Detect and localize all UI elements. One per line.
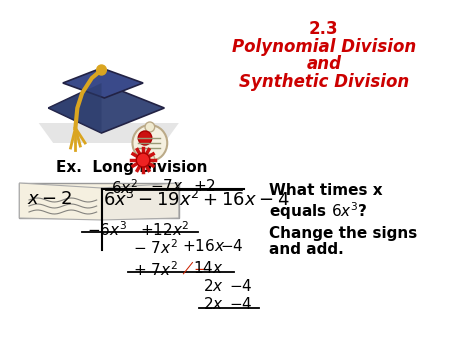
Text: $+ 2$: $+ 2$	[194, 178, 216, 194]
Text: $+16x$: $+16x$	[182, 238, 225, 254]
Circle shape	[132, 125, 167, 161]
Text: Synthetic Division: Synthetic Division	[239, 73, 409, 91]
Polygon shape	[48, 83, 164, 133]
Circle shape	[145, 154, 155, 164]
Text: and: and	[306, 55, 342, 73]
Text: $- 7x$: $- 7x$	[150, 178, 184, 194]
Text: $- 6x^3$: $- 6x^3$	[87, 220, 127, 239]
Circle shape	[97, 65, 106, 75]
Text: $\not{-}$: $\not{-}$	[182, 260, 206, 277]
Text: $- 4$: $- 4$	[220, 238, 244, 254]
Text: $6x^3-19x^2+16x-4$: $6x^3-19x^2+16x-4$	[104, 190, 290, 210]
Text: $- 4$: $- 4$	[229, 278, 253, 294]
Text: $+ 12x^2$: $+ 12x^2$	[140, 220, 190, 239]
Text: Ex.  Long Division: Ex. Long Division	[56, 160, 207, 175]
Polygon shape	[19, 183, 179, 218]
Text: $- 4$: $- 4$	[229, 296, 253, 312]
Text: Change the signs: Change the signs	[269, 226, 417, 241]
Polygon shape	[39, 123, 179, 143]
Text: What times x: What times x	[269, 183, 382, 198]
Circle shape	[145, 122, 155, 132]
Circle shape	[136, 153, 150, 167]
Polygon shape	[19, 183, 102, 220]
Polygon shape	[48, 83, 102, 133]
Text: $2x$: $2x$	[203, 278, 224, 294]
Text: 2.3: 2.3	[309, 20, 339, 38]
Text: $x-2$: $x-2$	[27, 190, 72, 208]
Text: equals $6x^3$?: equals $6x^3$?	[269, 200, 367, 222]
Polygon shape	[102, 183, 179, 220]
Text: $14x$: $14x$	[194, 260, 224, 276]
Polygon shape	[63, 68, 143, 98]
Text: $2x$: $2x$	[203, 296, 224, 312]
Circle shape	[138, 131, 152, 145]
Text: $-\ 7x^2$: $-\ 7x^2$	[133, 238, 178, 257]
Text: Polynomial Division: Polynomial Division	[232, 38, 416, 56]
Text: $+\ 7x^2$: $+\ 7x^2$	[133, 260, 178, 279]
Text: $6x^2$: $6x^2$	[111, 178, 138, 197]
Text: and add.: and add.	[269, 242, 343, 257]
